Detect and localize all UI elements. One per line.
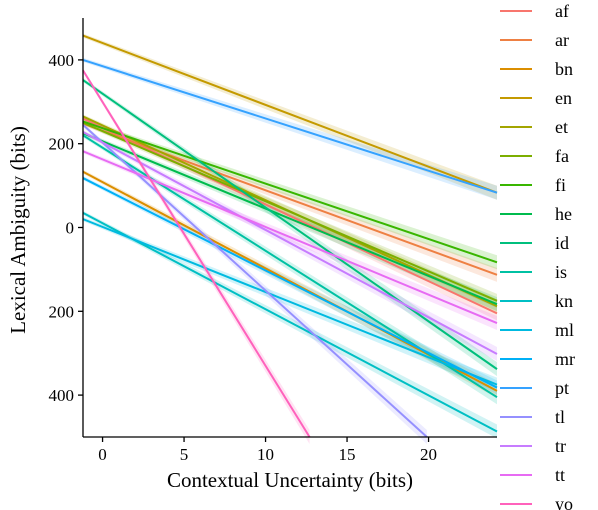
series-line-he [82,132,498,306]
legend-label-ar: ar [555,30,569,50]
series-line-pt [82,58,498,194]
legend: af ar bn en et fa fi he id is kn ml mr pt tl tr tt yo [500,1,575,510]
legend-label-he: he [555,204,572,224]
series-line-tt [82,150,498,324]
ticks: 0 5 10 15 20 400 200 0 200 400 [49,51,438,464]
y-tick-label: 200 [49,302,75,321]
x-tick-label: 10 [257,445,274,464]
legend-label-kn: kn [555,291,573,311]
legend-label-yo: yo [555,494,573,510]
y-tick-label: 400 [49,386,75,405]
legend-label-pt: pt [555,378,569,398]
series-line-id [82,79,498,370]
series-line-mr [82,177,498,389]
legend-label-et: et [555,117,568,137]
series-line-yo [82,69,311,438]
x-tick-label: 5 [180,445,189,464]
series-line-ml [82,218,498,386]
series-line-af [82,117,498,315]
legend-label-bn: bn [555,59,573,79]
x-tick-label: 20 [420,445,437,464]
series-line-fi [82,120,498,264]
legend-label-en: en [555,88,572,108]
legend-label-tt: tt [555,465,565,485]
y-tick-label: 0 [66,219,75,238]
legend-label-id: id [555,233,569,253]
legend-label-ml: ml [555,320,574,340]
legend-label-mr: mr [555,349,575,369]
series-line-kn [82,211,498,433]
y-axis-title: Lexical Ambiguity (bits) [6,126,30,334]
series-line-tl [82,124,428,438]
series-line-tr [82,131,498,355]
series-line-ar [82,122,498,276]
series-lines [82,34,498,438]
x-axis-title: Contextual Uncertainty (bits) [167,468,413,492]
legend-label-tl: tl [555,407,565,427]
series-line-en [82,34,498,194]
legend-label-fa: fa [555,146,569,166]
x-tick-label: 0 [98,445,107,464]
series-line-fa [82,121,498,302]
legend-label-is: is [555,262,567,282]
legend-label-fi: fi [555,175,566,195]
y-tick-label: 400 [49,51,75,70]
legend-label-tr: tr [555,436,566,456]
confidence-bands [83,33,497,444]
y-tick-label: 200 [49,135,75,154]
x-tick-label: 15 [339,445,356,464]
legend-label-af: af [555,1,569,21]
